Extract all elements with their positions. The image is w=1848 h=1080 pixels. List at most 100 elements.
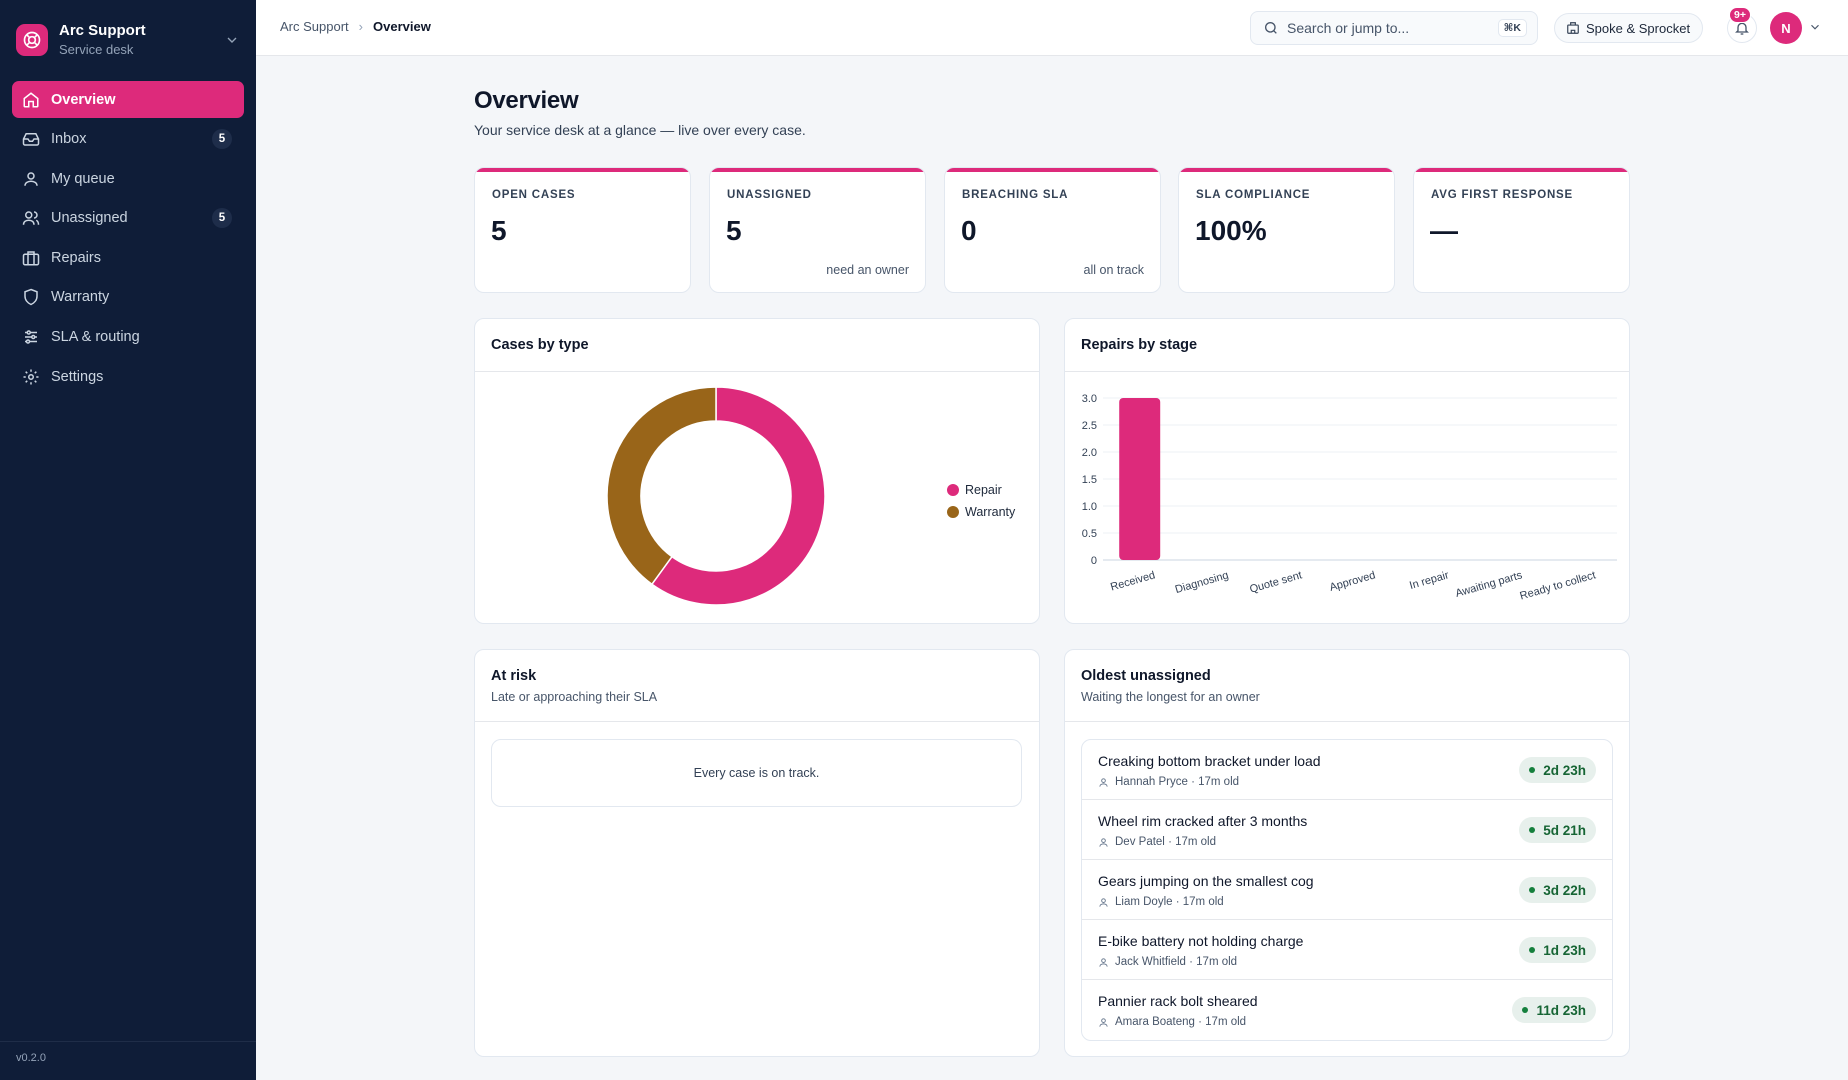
- x-tick-label: Awaiting parts: [1454, 569, 1524, 600]
- sidebar-item-warranty[interactable]: Warranty: [12, 279, 244, 316]
- card-subtitle: Waiting the longest for an owner: [1081, 690, 1260, 704]
- list-item[interactable]: Gears jumping on the smallest cog Liam D…: [1082, 860, 1612, 920]
- cases-by-type-card: Cases by type Repair Warranty: [474, 318, 1040, 624]
- sla-time-badge: 3d 22h: [1519, 877, 1596, 903]
- page-title: Overview: [474, 87, 579, 114]
- sidebar-item-my-queue[interactable]: My queue: [12, 160, 244, 197]
- legend-label: Repair: [965, 483, 1002, 497]
- search-input[interactable]: [1287, 20, 1498, 36]
- case-title[interactable]: E-bike battery not holding charge: [1098, 933, 1304, 949]
- avatar[interactable]: N: [1770, 12, 1802, 44]
- user-icon: [1099, 957, 1108, 967]
- x-tick-label: Ready to collect: [1519, 569, 1598, 602]
- sidebar-item-unassigned[interactable]: Unassigned 5: [12, 200, 244, 237]
- sidebar-item-settings[interactable]: Settings: [12, 358, 244, 395]
- stat-label: UNASSIGNED: [727, 189, 812, 201]
- case-meta: Liam Doyle · 17m old: [1098, 896, 1224, 908]
- pie-slice-warranty[interactable]: [606, 386, 717, 586]
- status-dot: [1529, 827, 1536, 833]
- sidebar-item-sla-routing[interactable]: SLA & routing: [12, 319, 244, 356]
- legend-swatch: [947, 506, 959, 518]
- pie-slice-repair[interactable]: [650, 386, 826, 606]
- sla-time: 1d 23h: [1543, 942, 1586, 958]
- stat-value: 5: [491, 215, 507, 246]
- user-icon: [1099, 837, 1108, 847]
- list-item[interactable]: Pannier rack bolt sheared Amara Boateng …: [1082, 980, 1612, 1040]
- sla-time: 11d 23h: [1536, 1002, 1586, 1018]
- case-list: Creaking bottom bracket under load Hanna…: [1081, 739, 1613, 1041]
- workspace-switcher[interactable]: Arc Support Service desk: [0, 0, 256, 76]
- case-age: · 17m old: [1198, 1016, 1247, 1028]
- page-subtitle: Your service desk at a glance — live ove…: [474, 122, 806, 138]
- card-header: At risk Late or approaching their SLA: [475, 650, 1039, 722]
- sidebar-item-repairs[interactable]: Repairs: [12, 239, 244, 276]
- status-dot: [1522, 1007, 1529, 1013]
- status-dot: [1529, 767, 1536, 773]
- workspace-title: Arc Support: [59, 21, 146, 39]
- sidebar-item-label: Inbox: [51, 131, 87, 148]
- notifications-badge: 9+: [1729, 7, 1751, 23]
- breadcrumb: Arc Support › Overview: [280, 19, 431, 34]
- legend-item-repair[interactable]: Repair: [947, 479, 1015, 501]
- list-item[interactable]: Wheel rim cracked after 3 months Dev Pat…: [1082, 800, 1612, 860]
- sidebar-item-label: SLA & routing: [51, 329, 140, 346]
- x-tick-label: In repair: [1408, 569, 1450, 592]
- card-title: At risk: [491, 668, 537, 684]
- case-meta: Amara Boateng · 17m old: [1098, 1016, 1246, 1028]
- gear-icon: [23, 369, 39, 385]
- lifebuoy-icon: [16, 24, 48, 56]
- case-age: · 17m old: [1175, 896, 1224, 908]
- building-icon: [1567, 22, 1579, 34]
- y-tick-label: 2.5: [1082, 420, 1097, 432]
- breadcrumb-root[interactable]: Arc Support: [280, 19, 349, 34]
- at-risk-card: At risk Late or approaching their SLA Ev…: [474, 649, 1040, 1057]
- donut-chart: [606, 386, 826, 606]
- home-icon: [23, 91, 39, 107]
- sla-time: 2d 23h: [1543, 762, 1586, 778]
- bell-icon: [1735, 22, 1749, 35]
- sidebar-item-label: My queue: [51, 170, 115, 187]
- card-title: Oldest unassigned: [1081, 668, 1211, 684]
- chevron-down-icon[interactable]: [1808, 20, 1822, 34]
- sla-time: 5d 21h: [1543, 822, 1586, 838]
- stat-value: —: [1430, 215, 1458, 246]
- stat-card-open-cases: OPEN CASES 5: [474, 167, 691, 293]
- case-title[interactable]: Creaking bottom bracket under load: [1098, 753, 1321, 769]
- y-tick-label: 0.5: [1082, 528, 1097, 540]
- organization-name: Spoke & Sprocket: [1586, 20, 1691, 36]
- sla-time: 3d 22h: [1543, 882, 1586, 898]
- legend-item-warranty[interactable]: Warranty: [947, 501, 1015, 523]
- case-title[interactable]: Gears jumping on the smallest cog: [1098, 873, 1314, 889]
- sla-time-badge: 11d 23h: [1512, 997, 1596, 1023]
- list-item[interactable]: Creaking bottom bracket under load Hanna…: [1082, 740, 1612, 800]
- sidebar-item-overview[interactable]: Overview: [12, 81, 244, 118]
- case-meta: Hannah Pryce · 17m old: [1098, 776, 1239, 788]
- list-item[interactable]: E-bike battery not holding charge Jack W…: [1082, 920, 1612, 980]
- case-age: · 17m old: [1191, 776, 1240, 788]
- user-icon: [24, 171, 38, 186]
- case-age: · 17m old: [1168, 836, 1216, 848]
- case-age: · 17m old: [1189, 956, 1238, 968]
- bar-received[interactable]: [1119, 398, 1161, 560]
- x-tick-label: Diagnosing: [1174, 569, 1230, 596]
- card-title: Repairs by stage: [1081, 337, 1198, 353]
- count-badge: 5: [212, 129, 232, 150]
- customer-name: Dev Patel: [1115, 836, 1165, 848]
- case-title[interactable]: Pannier rack bolt sheared: [1098, 993, 1258, 1009]
- sidebar-item-label: Unassigned: [51, 210, 128, 227]
- sidebar-item-label: Warranty: [51, 289, 110, 306]
- workspace-subtitle: Service desk: [59, 41, 134, 57]
- customer-name: Liam Doyle: [1115, 896, 1173, 908]
- organization-switcher[interactable]: Spoke & Sprocket: [1554, 13, 1704, 43]
- inbox-icon: [22, 133, 40, 146]
- sidebar-item-inbox[interactable]: Inbox 5: [12, 121, 244, 158]
- stat-card-avg-first-response: AVG FIRST RESPONSE —: [1413, 167, 1630, 293]
- customer-name: Jack Whitfield: [1115, 956, 1186, 968]
- breadcrumb-current: Overview: [373, 19, 431, 34]
- search-box[interactable]: ⌘K: [1250, 11, 1538, 45]
- case-title[interactable]: Wheel rim cracked after 3 months: [1098, 813, 1308, 829]
- customer-name: Amara Boateng: [1115, 1016, 1195, 1028]
- users-icon: [22, 211, 40, 226]
- legend-swatch: [947, 484, 959, 496]
- case-meta: Dev Patel · 17m old: [1098, 836, 1216, 848]
